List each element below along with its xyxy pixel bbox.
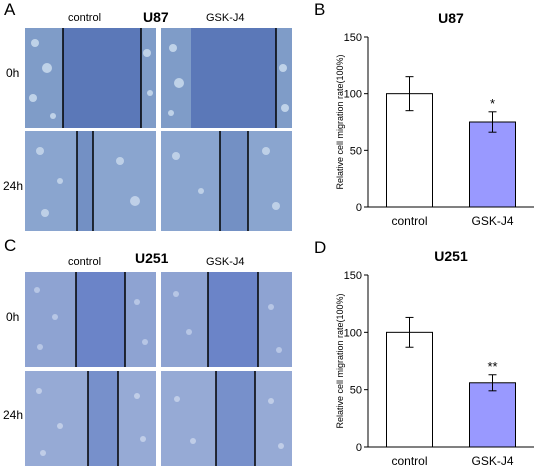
x-tick-label: control — [391, 214, 427, 228]
row-label-24h: 24h — [3, 179, 24, 193]
bar-control — [386, 331, 433, 448]
significance-marker: ** — [487, 359, 497, 374]
panel-letter-c: C — [4, 236, 17, 255]
significance-marker: * — [490, 96, 495, 111]
panel-title-u251: U251 — [135, 250, 169, 266]
micrograph-u87-control-0h — [25, 28, 156, 128]
chart-title: U87 — [438, 10, 464, 26]
y-tick-label: 0 — [356, 442, 362, 454]
column-label-control: control — [68, 12, 102, 24]
micrograph-u251-gsk-0h — [161, 272, 292, 367]
x-tick-label: GSK-J4 — [471, 214, 513, 228]
y-tick-label: 0 — [356, 202, 362, 214]
row-label-24h: 24h — [3, 408, 24, 422]
y-tick-label: 150 — [344, 32, 362, 44]
y-tick-label: 50 — [350, 385, 362, 397]
column-label-gsk-j4: GSK-J4 — [206, 256, 245, 268]
column-label-control: control — [68, 256, 102, 268]
y-axis-label: Relative cell migration rate(100%) — [335, 54, 345, 189]
micrograph-u87-gsk-0h — [161, 28, 292, 128]
micrograph-u87-gsk-24h — [161, 131, 292, 231]
panel-letter-a: A — [4, 0, 16, 19]
micrograph-u251-control-0h — [25, 272, 156, 367]
bar-gsk-j4 — [469, 382, 516, 448]
y-tick-label: 50 — [350, 145, 362, 157]
bar-gsk-j4 — [469, 121, 516, 208]
row-label-0h: 0h — [6, 310, 20, 324]
panel-title-u87: U87 — [143, 9, 169, 25]
y-tick-label: 100 — [344, 327, 362, 339]
panel-letter-d: D — [314, 238, 327, 257]
micrograph-u251-control-24h — [25, 371, 156, 466]
row-label-0h: 0h — [6, 66, 20, 80]
bar-control — [386, 93, 433, 208]
y-tick-label: 150 — [344, 270, 362, 282]
y-tick-label: 100 — [344, 89, 362, 101]
bar-chart-u87: U87 0 50 100 150 Relative cell migration rate… — [335, 10, 534, 228]
micrograph-u87-control-24h — [25, 131, 156, 231]
x-tick-label: GSK-J4 — [471, 454, 513, 468]
x-tick-label: control — [391, 454, 427, 468]
bar-chart-u251: U251 0 50 100 150 Relative cell migration rat… — [335, 248, 534, 468]
chart-title: U251 — [434, 248, 468, 264]
y-axis-label: Relative cell migration rate(100%) — [335, 293, 345, 428]
column-label-gsk-j4: GSK-J4 — [206, 12, 245, 24]
panel-letter-b: B — [314, 0, 326, 19]
micrograph-u251-gsk-24h — [161, 371, 292, 466]
